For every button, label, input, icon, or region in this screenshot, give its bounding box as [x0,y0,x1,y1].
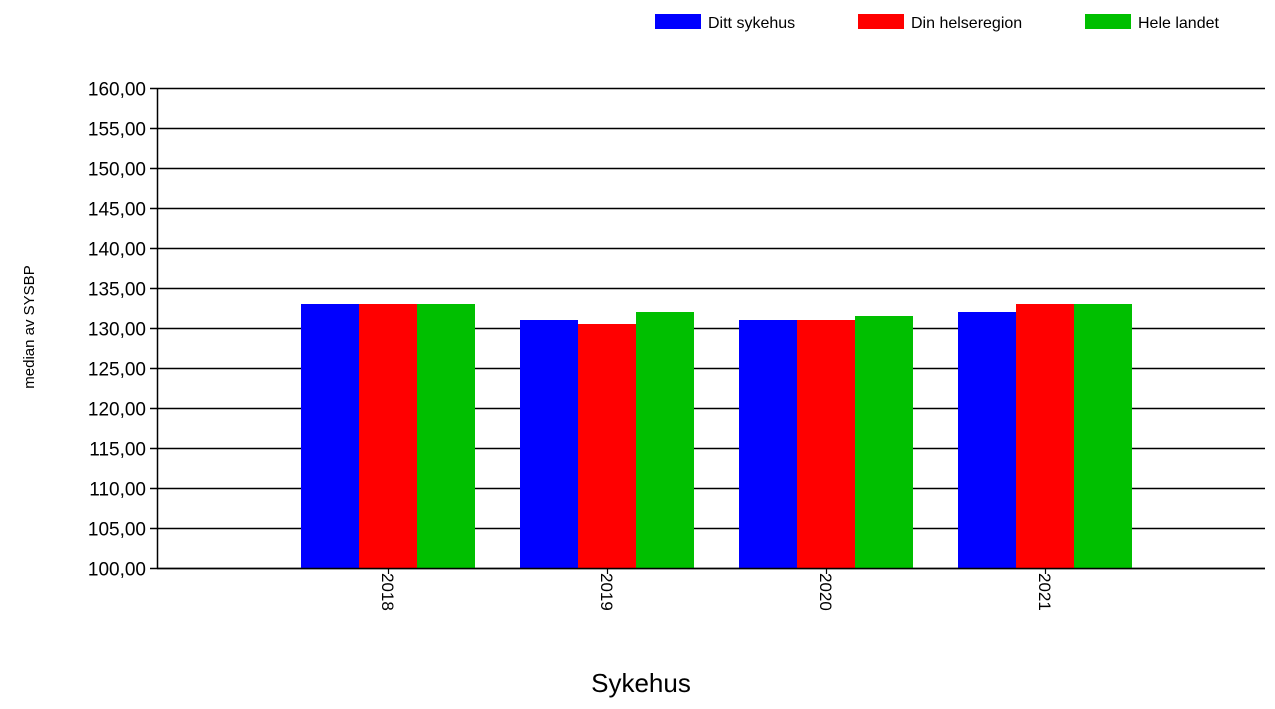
y-tick-label: 155,00 [88,120,146,141]
legend-swatch-ditt-sykehus [655,14,701,29]
y-tick-label: 115,00 [89,440,146,461]
x-tick-labels: 2018 2019 2020 2021 [378,568,1054,611]
y-tick-label: 120,00 [88,400,146,421]
y-tick-label: 110,00 [89,480,146,501]
legend: Ditt sykehus Din helseregion Hele landet [655,14,1220,32]
y-tick-label: 130,00 [88,320,146,341]
x-tick-label: 2020 [816,573,835,611]
y-tick-labels: 100,00 105,00 110,00 115,00 120,00 125,00 130,… [88,80,146,581]
y-tick-label: 125,00 [88,360,146,381]
bar-din-helseregion-2018 [359,304,417,568]
bar-ditt-sykehus-2021 [958,312,1016,568]
x-axis-title: Sykehus [591,668,691,698]
legend-label: Din helseregion [911,15,1022,32]
y-tick-label: 100,00 [88,560,146,581]
y-tick-label: 135,00 [88,280,146,301]
x-tick-label: 2018 [378,573,397,611]
y-tick-label: 160,00 [88,80,146,101]
bar-ditt-sykehus-2019 [520,320,578,568]
bar-ditt-sykehus-2018 [301,304,359,568]
legend-swatch-din-helseregion [858,14,904,29]
x-tick-label: 2021 [1035,573,1054,611]
legend-label: Ditt sykehus [708,15,795,32]
legend-swatch-hele-landet [1085,14,1131,29]
y-tick-label: 105,00 [88,520,146,541]
bar-hele-landet-2018 [417,304,475,568]
y-tick-label: 140,00 [88,240,146,261]
y-tick-label: 150,00 [88,160,146,181]
axes [156,88,1265,570]
bar-hele-landet-2020 [855,316,913,568]
y-tick-label: 145,00 [88,200,146,221]
y-axis-title: median av SYSBP [21,265,38,388]
bar-hele-landet-2021 [1074,304,1132,568]
legend-label: Hele landet [1138,15,1220,32]
bars [301,304,1132,568]
x-tick-label: 2019 [597,573,616,611]
bar-ditt-sykehus-2020 [739,320,797,568]
bar-din-helseregion-2020 [797,320,855,568]
bar-hele-landet-2019 [636,312,694,568]
bar-din-helseregion-2019 [578,324,636,568]
bar-din-helseregion-2021 [1016,304,1074,568]
